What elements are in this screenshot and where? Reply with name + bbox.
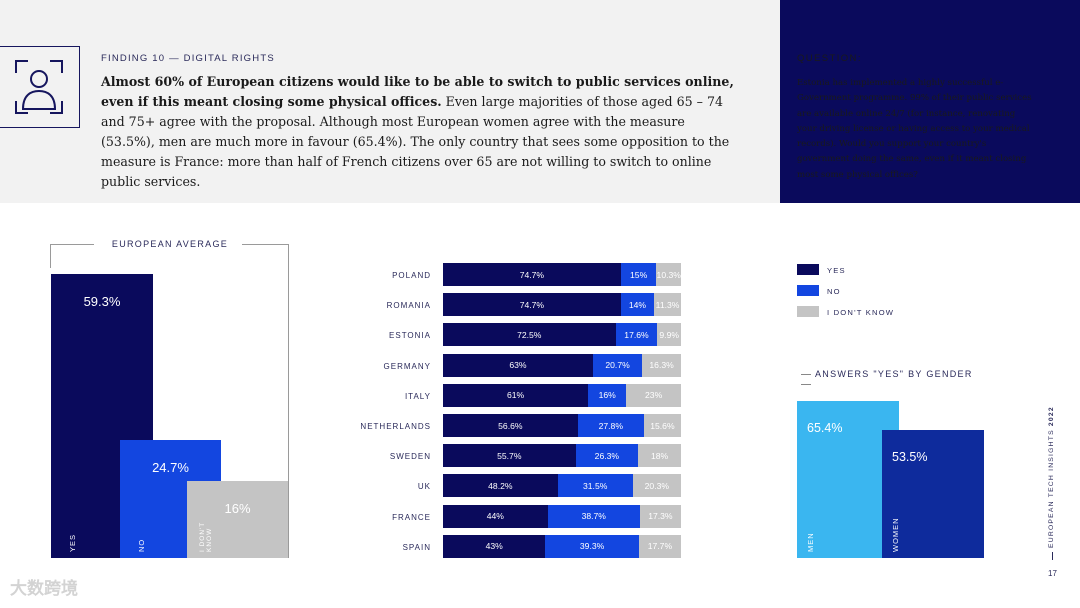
finding-band [0,0,780,203]
bar-segment-i-don-t-know: 18% [638,444,681,468]
bar-segment-yes: 48.2% [443,474,558,498]
bar-segment-no: 20.7% [592,353,643,377]
bar-segment-yes: 44% [443,504,548,528]
finding-text: Almost 60% of European citizens would li… [101,72,741,192]
country-label: NETHERLANDS [360,422,431,431]
bar-segment-no: 26.3% [575,444,639,468]
legend-swatch-no [797,285,819,296]
avg-frame-line [242,244,289,245]
bar-segment-yes: 74.7% [443,293,621,317]
avg-category-label: I DON'T KNOW [199,521,213,552]
legend-swatch-dont-know [797,306,819,317]
country-label: ROMANIA [386,301,431,311]
bar-segment-i-don-t-know: 23% [626,383,681,407]
bar-segment-yes: 61% [443,383,589,407]
bar-segment-yes: 56.6% [443,414,578,437]
country-label: FRANCE [392,512,431,522]
bar-segment-no: 16% [588,383,627,407]
avg-frame-line [50,244,51,268]
question-panel [780,0,1080,203]
finding-body: Even large majorities of those aged 65 –… [101,94,730,189]
avg-category-label: YES [68,533,77,552]
gender-category-label: MEN [806,532,815,552]
bar-segment-i-don-t-know: 9.9% [657,323,681,347]
page-number: 17 [1048,569,1057,578]
avg-bar-i-don-t-know: 16% I DON'T KNOW [187,481,288,558]
gender-value-label: 65.4% [807,421,843,435]
finding-label: FINDING 10 — DIGITAL RIGHTS [101,53,275,64]
question-text: Estonia has implemented a highly success… [797,78,1032,180]
bar-segment-no: 27.8% [577,414,644,437]
gender-value-label: 53.5% [892,449,928,464]
bar-segment-yes: 55.7% [443,444,576,468]
report-sidebar: EUROPEAN TECH INSIGHTS 2022 [1048,406,1062,548]
bar-segment-yes: 63% [443,353,593,377]
finding-icon-frame [0,46,80,128]
bar-segment-yes: 74.7% [443,263,621,286]
avg-category-label: NO [137,538,146,552]
finding-headline: Almost 60% of European citizens would li… [101,74,734,109]
country-label: GERMANY [383,361,431,371]
bar-segment-i-don-t-know: 15.6% [643,414,681,437]
gender-category-label: WOMEN [891,517,900,552]
bar-segment-i-don-t-know: 20.3% [632,474,681,498]
bar-segment-i-don-t-know: 17.7% [638,534,681,558]
avg-chart-title: EUROPEAN AVERAGE [111,239,229,249]
country-label: UK [417,482,431,492]
avg-frame-line [50,244,94,245]
bar-segment-no: 14% [620,293,655,317]
avg-value-label: 59.3% [83,294,121,309]
sidebar-divider [1052,552,1053,560]
person-frame-icon [15,60,63,114]
avg-value-label: 16% [224,501,251,517]
bar-segment-no: 15% [620,263,657,286]
legend-label-no: NO [827,287,841,296]
gender-bar-women: 53.5% WOMEN [882,429,984,558]
report-year: 2022 [1048,406,1055,427]
country-label: POLAND [392,271,431,280]
bar-segment-i-don-t-know: 10.3% [656,263,681,286]
bar-segment-no: 17.6% [615,323,658,347]
legend-label-dont-know: I DON'T KNOW [827,308,895,317]
bar-segment-i-don-t-know: 11.3% [654,293,681,317]
bar-segment-yes: 72.5% [443,323,616,347]
avg-frame-line [288,244,289,558]
legend-swatch-yes [797,264,819,275]
report-name: EUROPEAN TECH INSIGHTS [1048,429,1055,548]
country-label: SWEDEN [389,452,431,462]
country-label: ITALY [404,391,431,401]
bar-segment-yes: 43% [443,534,546,558]
bar-segment-i-don-t-know: 16.3% [642,353,681,377]
gender-title-text: ANSWERS "YES" BY GENDER [815,369,973,379]
bar-segment-i-don-t-know: 17.3% [639,504,681,528]
bar-segment-no: 31.5% [557,474,633,498]
country-label: SPAIN [402,542,431,552]
country-label: ESTONIA [389,331,431,341]
watermark-text: 大数跨境 [10,579,78,598]
legend-label-yes: YES [827,266,846,275]
bar-segment-no: 38.7% [547,504,640,528]
avg-value-label: 24.7% [152,459,189,475]
bar-segment-no: 39.3% [545,534,639,558]
gender-chart-title: ANSWERS "YES" BY GENDER [797,369,987,389]
question-label: QUESTION: [797,53,862,64]
